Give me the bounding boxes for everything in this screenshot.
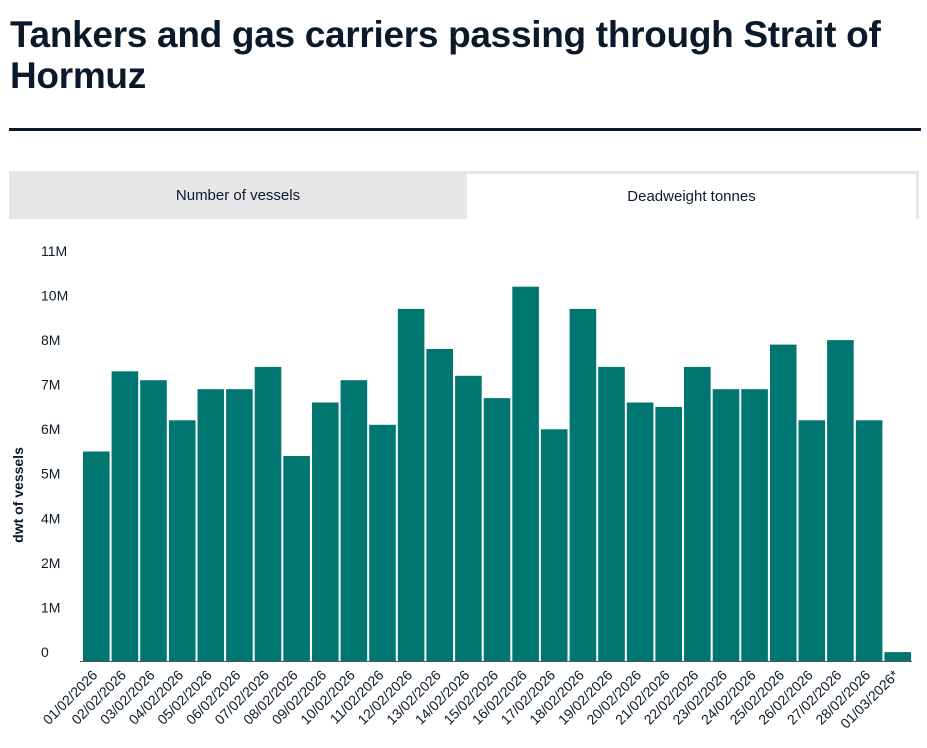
bar-27/02/2026[interactable] — [827, 340, 854, 661]
tab-number-of-vessels[interactable]: Number of vessels — [9, 171, 467, 219]
y-tick-label: 1M — [41, 599, 60, 615]
bar-24/02/2026[interactable] — [741, 389, 768, 661]
chart-title: Tankers and gas carriers passing through… — [10, 14, 881, 96]
y-tick-label: 6M — [41, 421, 60, 437]
bar-19/02/2026[interactable] — [598, 366, 625, 661]
x-axis-ticks: 01/02/202602/02/202603/02/202604/02/2026… — [40, 666, 903, 731]
bar-06/02/2026[interactable] — [226, 389, 253, 661]
bar-20/02/2026[interactable] — [626, 402, 654, 662]
bars — [83, 286, 911, 662]
bar-15/02/2026[interactable] — [483, 398, 511, 661]
bar-04/02/2026[interactable] — [168, 420, 196, 661]
bar-07/02/2026[interactable] — [254, 366, 282, 661]
bar-16/02/2026[interactable] — [512, 286, 539, 661]
bar-10/02/2026[interactable] — [340, 380, 368, 661]
y-tick-label: 2M — [41, 555, 60, 571]
y-tick-label: 8M — [41, 332, 60, 348]
y-tick-label: 0 — [41, 644, 49, 660]
y-tick-label: 7M — [41, 377, 60, 393]
bar-01/03/2026*[interactable] — [884, 652, 911, 661]
bar-26/02/2026[interactable] — [798, 420, 826, 661]
bar-14/02/2026[interactable] — [455, 375, 482, 661]
title-divider — [9, 128, 921, 131]
y-axis-label: dwt of vessels — [10, 447, 26, 543]
bar-17/02/2026[interactable] — [540, 429, 568, 661]
bar-12/02/2026[interactable] — [397, 308, 425, 661]
tab-deadweight-tonnes[interactable]: Deadweight tonnes — [467, 171, 919, 219]
bar-28/02/2026[interactable] — [855, 420, 883, 661]
bar-23/02/2026[interactable] — [712, 389, 740, 661]
bar-03/02/2026[interactable] — [140, 380, 167, 661]
bar-08/02/2026[interactable] — [283, 456, 310, 661]
y-tick-label: 10M — [41, 287, 68, 303]
bar-13/02/2026[interactable] — [426, 349, 453, 661]
bar-02/02/2026[interactable] — [111, 371, 139, 661]
bar-18/02/2026[interactable] — [569, 308, 597, 661]
bar-25/02/2026[interactable] — [769, 344, 797, 661]
bar-11/02/2026[interactable] — [369, 424, 396, 661]
y-tick-label: 11M — [41, 243, 67, 259]
bar-22/02/2026[interactable] — [684, 366, 711, 661]
bar-05/02/2026[interactable] — [197, 389, 225, 661]
bar-01/02/2026[interactable] — [83, 451, 110, 662]
y-tick-label: 5M — [41, 466, 60, 482]
bar-09/02/2026[interactable] — [312, 402, 339, 662]
y-axis-ticks: 0 1M 2M 4M 5M 6M 7M 8M 10M 11M — [41, 243, 68, 660]
y-tick-label: 4M — [41, 510, 60, 526]
bar-21/02/2026[interactable] — [655, 407, 682, 661]
metric-tabs: Number of vessels Deadweight tonnes — [9, 171, 919, 219]
